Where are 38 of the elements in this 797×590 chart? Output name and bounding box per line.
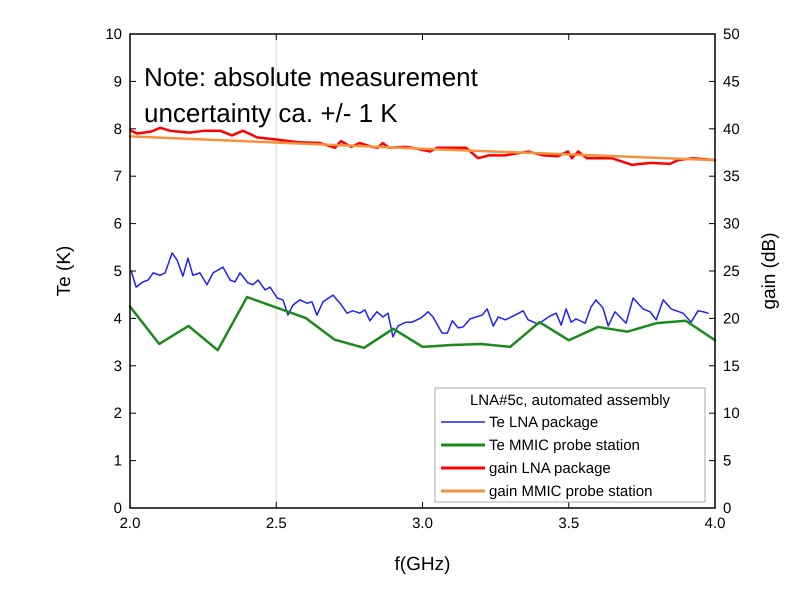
y2-tick-label: 5 [723,452,732,470]
y-tick-label: 5 [114,263,122,280]
y2-axis-title: gain (dB) [759,232,780,310]
y-tick-label: 4 [114,310,122,328]
y-tick-label: 7 [114,168,122,186]
x-tick-label: 4.0 [704,515,726,532]
legend-label: Te LNA package [489,414,598,431]
y-tick-label: 3 [114,358,122,375]
y-tick-label: 8 [114,120,122,138]
annotation: Note: absolute measurement uncertainty ca. +/- 1 K [144,62,479,128]
x-tick-label: 3.5 [558,515,580,532]
y2-tick-label: 50 [723,26,740,43]
legend-title: LNA#5c, automated assembly [470,392,671,409]
y2-tick-label: 25 [723,263,740,280]
y-tick-label: 10 [105,26,122,43]
y-tick-label: 2 [114,405,122,422]
x-tick-label: 2.5 [266,515,287,532]
y2-tick-label: 0 [723,500,732,517]
y-tick-label: 1 [114,452,122,470]
x-tick-label: 2.0 [120,515,140,532]
legend-label: gain LNA package [489,460,611,477]
legend-label: gain MMIC probe station [489,483,652,500]
y-tick-label: 0 [114,500,122,517]
y2-tick-label: 30 [723,216,740,233]
y-tick-label: 9 [114,73,122,90]
y2-tick-label: 40 [723,120,740,138]
x-tick-label: 3.0 [412,515,433,532]
line-series [128,296,716,352]
y2-tick-label: 10 [723,405,740,422]
legend-label: Te MMIC probe station [489,437,640,454]
y2-tick-label: 20 [723,310,740,328]
y2-tick-label: 15 [723,358,740,375]
y-tick-label: 6 [114,216,122,233]
x-axis-title: f(GHz) [394,554,450,575]
y2-tick-label: 35 [723,168,740,186]
line-series [130,252,709,338]
y2-tick-label: 45 [723,73,740,90]
y-axis-title: Te (K) [54,246,75,296]
